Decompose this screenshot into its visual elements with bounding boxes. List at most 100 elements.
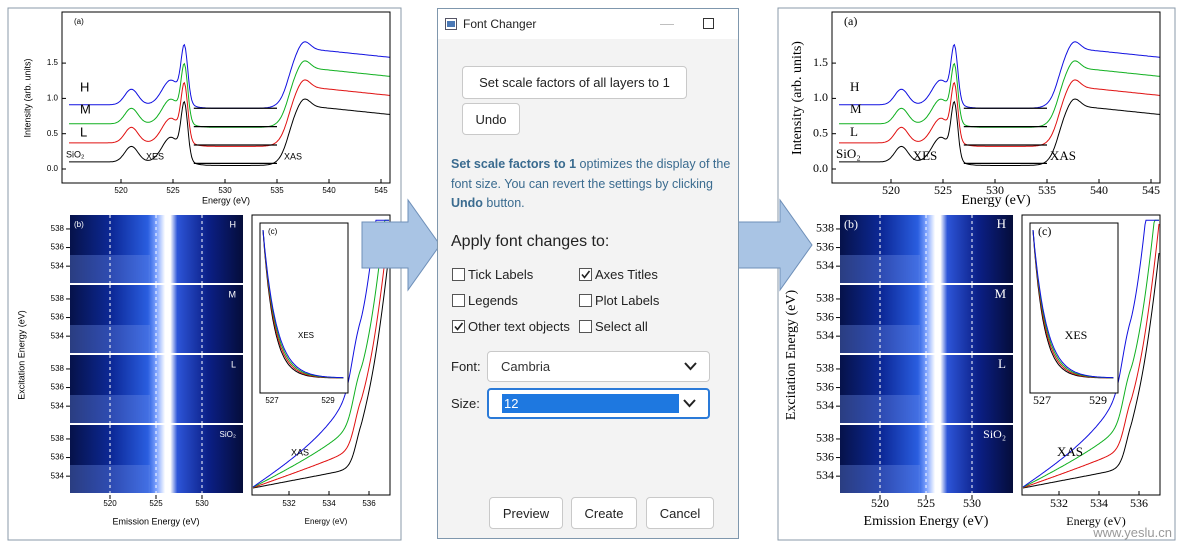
annotation: XAS <box>284 151 302 161</box>
checkbox[interactable]: Tick Labels <box>452 267 533 282</box>
xas-curve <box>1022 219 1159 488</box>
x-tick-label: 540 <box>1090 183 1108 197</box>
y-tick-label: 538 <box>51 294 65 303</box>
checkbox[interactable]: Plot Labels <box>579 293 659 308</box>
x-tick-label: 520 <box>882 183 900 197</box>
y-tick-label: 0.5 <box>47 129 59 138</box>
description-part: Set scale factors to 1 <box>451 157 577 171</box>
plot-frame <box>61 11 391 184</box>
checkbox[interactable]: Legends <box>452 293 518 308</box>
checkbox[interactable]: Axes Titles <box>579 267 658 282</box>
panel-label: (c) <box>268 227 278 236</box>
font-value: Cambria <box>501 359 551 374</box>
y-tick-label: 536 <box>51 453 65 462</box>
y-tick-label: 534 <box>51 401 65 410</box>
x-tick-label: 525 <box>166 186 180 195</box>
y-tick-label: 534 <box>51 261 65 270</box>
y-tick-label: 538 <box>51 364 65 373</box>
checkbox-box[interactable] <box>452 320 465 333</box>
x-tick-label: 535 <box>1038 183 1056 197</box>
undo-button[interactable]: Undo <box>462 103 520 135</box>
inset-tick-label: 527 <box>1033 393 1051 407</box>
panel-label: (c) <box>1038 224 1051 238</box>
checkbox-box[interactable] <box>452 268 465 281</box>
checkbox-box[interactable] <box>579 294 592 307</box>
x-tick-label: 530 <box>986 183 1004 197</box>
maximize[interactable] <box>703 18 714 29</box>
panel-label: (b) <box>74 220 84 229</box>
checkbox-box[interactable] <box>579 320 592 333</box>
checkbox-label: Other text objects <box>468 319 570 334</box>
x-tick-label: 545 <box>374 186 388 195</box>
series-label: SiO₂ <box>836 146 861 161</box>
checkbox-box[interactable] <box>452 294 465 307</box>
dropdown-chevron <box>684 362 697 371</box>
scale-button[interactable]: Set scale factors of all layers to 1 <box>462 66 687 99</box>
y-tick-label: 538 <box>816 291 834 305</box>
row-tag: SiO₂ <box>220 430 236 439</box>
x-tick-label: 520 <box>114 186 128 195</box>
series-label: L <box>850 124 858 139</box>
row-tag: L <box>998 356 1006 371</box>
y-tick-label: 534 <box>816 398 834 412</box>
x-tick-label: 535 <box>270 186 284 195</box>
x-tick-label: 536 <box>1130 496 1148 510</box>
inset-frame <box>259 222 349 394</box>
dialog: Font Changer — Set scale factors of all … <box>437 8 739 539</box>
description: Set scale factors to 1 optimizes the dis… <box>451 155 731 214</box>
arrow <box>361 198 441 292</box>
minimize[interactable]: — <box>660 15 674 31</box>
x-tick-label: 530 <box>218 186 232 195</box>
y-tick-label: 1.5 <box>813 55 828 69</box>
inset-tick-label: 529 <box>321 396 335 405</box>
xas-curve <box>1022 219 1159 488</box>
font-select[interactable]: Cambria <box>487 351 710 382</box>
x-axis-label: Energy (eV) <box>202 195 250 205</box>
x-tick-label: 532 <box>282 499 296 508</box>
x-axis-label: Energy (eV) <box>305 517 348 526</box>
xes-curve <box>1032 229 1114 379</box>
x-axis-label: Energy (eV) <box>1066 514 1125 528</box>
y-tick-label: 534 <box>816 328 834 342</box>
series-label: M <box>850 101 862 116</box>
xes-curve <box>262 229 344 379</box>
checkbox[interactable]: Select all <box>579 319 648 334</box>
xas-curve <box>252 252 390 489</box>
annotation: XAS <box>1057 444 1083 459</box>
y-tick-label: 538 <box>816 361 834 375</box>
y-tick-label: 534 <box>51 471 65 480</box>
y-tick-label: 538 <box>816 221 834 235</box>
size-select[interactable]: 12 <box>487 388 710 419</box>
x-tick-label: 534 <box>1090 496 1108 510</box>
checkbox-label: Legends <box>468 293 518 308</box>
inset-tick-label: 527 <box>265 396 279 405</box>
cancel-button[interactable]: Cancel <box>646 497 714 529</box>
title-bar: Font Changer — <box>438 9 738 39</box>
row-tag: H <box>997 216 1006 231</box>
x-tick-label: 530 <box>195 499 209 508</box>
preview-button[interactable]: Preview <box>489 497 563 529</box>
spectrum-curve <box>839 60 1160 128</box>
y-tick-label: 0.0 <box>47 164 59 173</box>
inset-label: XES <box>298 331 314 340</box>
y-tick-label: 1.5 <box>47 58 59 67</box>
annotation: XAS <box>1050 148 1076 163</box>
spectrum-curve <box>839 79 1160 147</box>
y-axis-label: Intensity (arb. units) <box>790 41 805 155</box>
description-part: optimizes the display of the font size. … <box>451 157 731 191</box>
checkbox[interactable]: Other text objects <box>452 319 570 334</box>
x-tick-label: 534 <box>322 499 336 508</box>
series-label: H <box>850 79 859 94</box>
create-button[interactable]: Create <box>571 497 637 529</box>
x-axis-label: Energy (eV) <box>961 193 1031 208</box>
description-part: Undo <box>451 196 483 210</box>
description-part: button. <box>482 196 525 210</box>
apply-heading: Apply font changes to: <box>451 233 610 250</box>
y-tick-label: 536 <box>816 449 834 463</box>
checkbox-box[interactable] <box>579 268 592 281</box>
x-axis-label: Emission Energy (eV) <box>864 514 989 529</box>
x-tick-label: 520 <box>103 499 117 508</box>
xas-curve <box>252 223 390 489</box>
y-tick-label: 1.0 <box>47 94 59 103</box>
